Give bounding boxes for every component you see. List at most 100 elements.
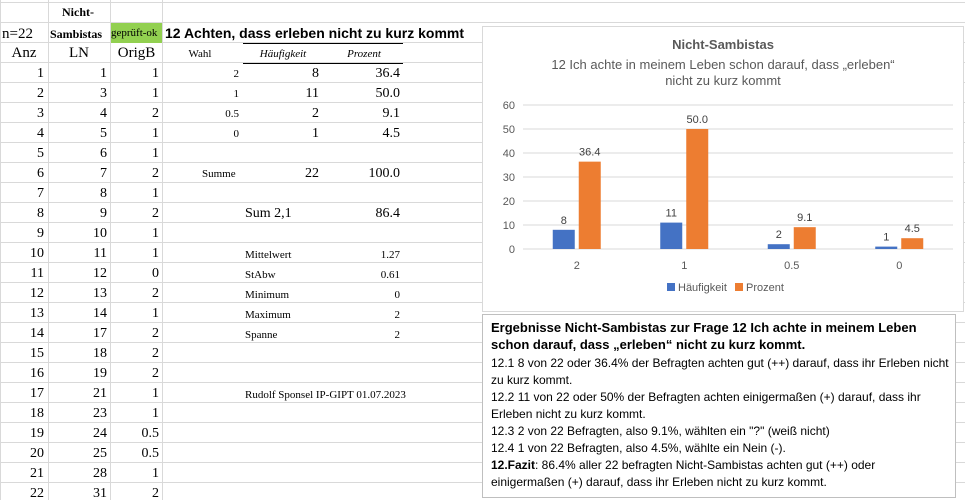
ln-cell: 6 <box>100 146 107 161</box>
summe-prozent: 100.0 <box>368 166 401 181</box>
y-tick-label: 40 <box>503 148 515 160</box>
origb-cell: 2 <box>152 326 159 341</box>
ln-cell: 5 <box>100 126 107 141</box>
stat-value: 2 <box>394 309 401 321</box>
bar-prozent <box>686 129 709 249</box>
anz-cell: 18 <box>30 406 44 421</box>
legend-label: Häufigkeit <box>678 282 727 294</box>
ln-cell: 23 <box>93 406 107 421</box>
legend-swatch <box>735 283 743 291</box>
results-title: Ergebnisse Nicht-Sambistas zur Frage 12 … <box>491 320 917 352</box>
stat-label: Spanne <box>245 329 278 341</box>
legend-label: Prozent <box>746 282 784 294</box>
anz-cell: 17 <box>30 386 44 401</box>
bar-prozent <box>578 161 601 249</box>
y-tick-label: 0 <box>509 244 515 256</box>
ln-cell: 4 <box>100 106 107 121</box>
ln-cell: 13 <box>93 286 107 301</box>
haeufigkeit-cell: 2 <box>312 106 319 121</box>
ln-cell: 25 <box>93 446 107 461</box>
fazit-label: 12.Fazit <box>491 458 536 472</box>
origb-cell: 1 <box>152 306 159 321</box>
anz-cell: 19 <box>30 426 44 441</box>
results-textbox[interactable]: Ergebnisse Nicht-Sambistas zur Frage 12 … <box>482 314 956 498</box>
stat-value: 0 <box>394 289 401 301</box>
bar-hufigkeit <box>767 244 790 249</box>
bar-hufigkeit <box>875 246 898 249</box>
stat-label: Mittelwert <box>245 249 292 261</box>
ln-cell: 7 <box>100 166 107 181</box>
ln-cell: 28 <box>93 466 107 481</box>
anz-cell: 6 <box>37 166 44 181</box>
haeufigkeit-header: Häufigkeit <box>259 48 307 60</box>
x-tick-label: 0.5 <box>784 260 799 272</box>
data-label: 9.1 <box>797 212 812 224</box>
anz-cell: 14 <box>30 326 44 341</box>
ln-cell: 21 <box>93 386 107 401</box>
anz-cell: 21 <box>30 466 44 481</box>
ln-cell: 12 <box>93 266 107 281</box>
wahl-cell: 1 <box>233 88 240 100</box>
anz-cell: 5 <box>37 146 44 161</box>
data-label: 36.4 <box>579 147 600 159</box>
anz-cell: 15 <box>30 346 44 361</box>
origb-cell: 2 <box>152 286 159 301</box>
ln-cell: 1 <box>100 66 107 81</box>
anz-cell: 16 <box>30 366 44 381</box>
haeufigkeit-cell: 1 <box>312 126 319 141</box>
y-tick-label: 30 <box>503 172 515 184</box>
origb-cell: 2 <box>152 346 159 361</box>
x-tick-label: 1 <box>681 260 687 272</box>
x-tick-label: 0 <box>896 260 902 272</box>
prozent-cell: 4.5 <box>382 126 401 141</box>
origb-cell: 1 <box>152 466 159 481</box>
anz-cell: 1 <box>37 66 44 81</box>
result-fazit: 12.Fazit: 86.4% aller 22 befragten Nicht… <box>491 457 949 491</box>
bar-hufigkeit <box>660 222 683 249</box>
nicht-label: Nicht- <box>62 5 94 19</box>
origb-header: OrigB <box>117 45 156 61</box>
stat-value: 1.27 <box>380 249 400 261</box>
chart-subtitle-line1: 12 Ich achte in meinem Leben schon darau… <box>551 57 894 72</box>
data-label: 11 <box>666 208 677 220</box>
prozent-cell: 9.1 <box>382 106 401 121</box>
origb-cell: 2 <box>152 366 159 381</box>
origb-cell: 0.5 <box>141 446 160 461</box>
table-top-rule <box>243 43 403 44</box>
column-divider <box>48 0 49 500</box>
y-tick-label: 60 <box>503 100 515 112</box>
origb-cell: 1 <box>152 226 159 241</box>
anz-cell: 20 <box>30 446 44 461</box>
ln-cell: 17 <box>93 326 107 341</box>
wahl-header: Wahl <box>188 48 212 60</box>
anz-cell: 3 <box>37 106 44 121</box>
anz-cell: 13 <box>30 306 44 321</box>
anz-cell: 11 <box>30 266 44 281</box>
ln-cell: 19 <box>93 366 107 381</box>
origb-cell: 2 <box>152 206 159 221</box>
stat-label: StAbw <box>245 269 276 281</box>
y-tick-label: 20 <box>503 196 515 208</box>
wahl-cell: 2 <box>233 68 240 80</box>
origb-cell: 2 <box>152 166 159 181</box>
anz-cell: 8 <box>37 206 44 221</box>
bar-chart-panel[interactable]: Nicht-Sambistas 12 Ich achte in meinem Le… <box>482 26 964 312</box>
ln-cell: 24 <box>93 426 107 441</box>
sambistas-label: Sambistas <box>50 27 103 41</box>
data-label: 4.5 <box>905 223 920 235</box>
origb-cell: 1 <box>152 186 159 201</box>
ln-header: LN <box>69 45 89 61</box>
data-label: 50.0 <box>687 114 708 126</box>
result-12-3: 12.3 2 von 22 Befragten, also 9.1%, wähl… <box>491 424 830 438</box>
stat-value: 0.61 <box>380 269 400 281</box>
y-tick-label: 50 <box>503 124 515 136</box>
stat-label: Minimum <box>245 289 290 301</box>
anz-header: Anz <box>11 45 37 61</box>
origb-cell: 1 <box>152 386 159 401</box>
ln-cell: 8 <box>100 186 107 201</box>
result-12-2: 12.2 11 von 22 oder 50% der Befragten ac… <box>491 390 921 421</box>
anz-cell: 7 <box>37 186 44 201</box>
anz-cell: 22 <box>30 486 44 501</box>
prozent-header: Prozent <box>347 48 381 60</box>
origb-cell: 0.5 <box>141 426 160 441</box>
